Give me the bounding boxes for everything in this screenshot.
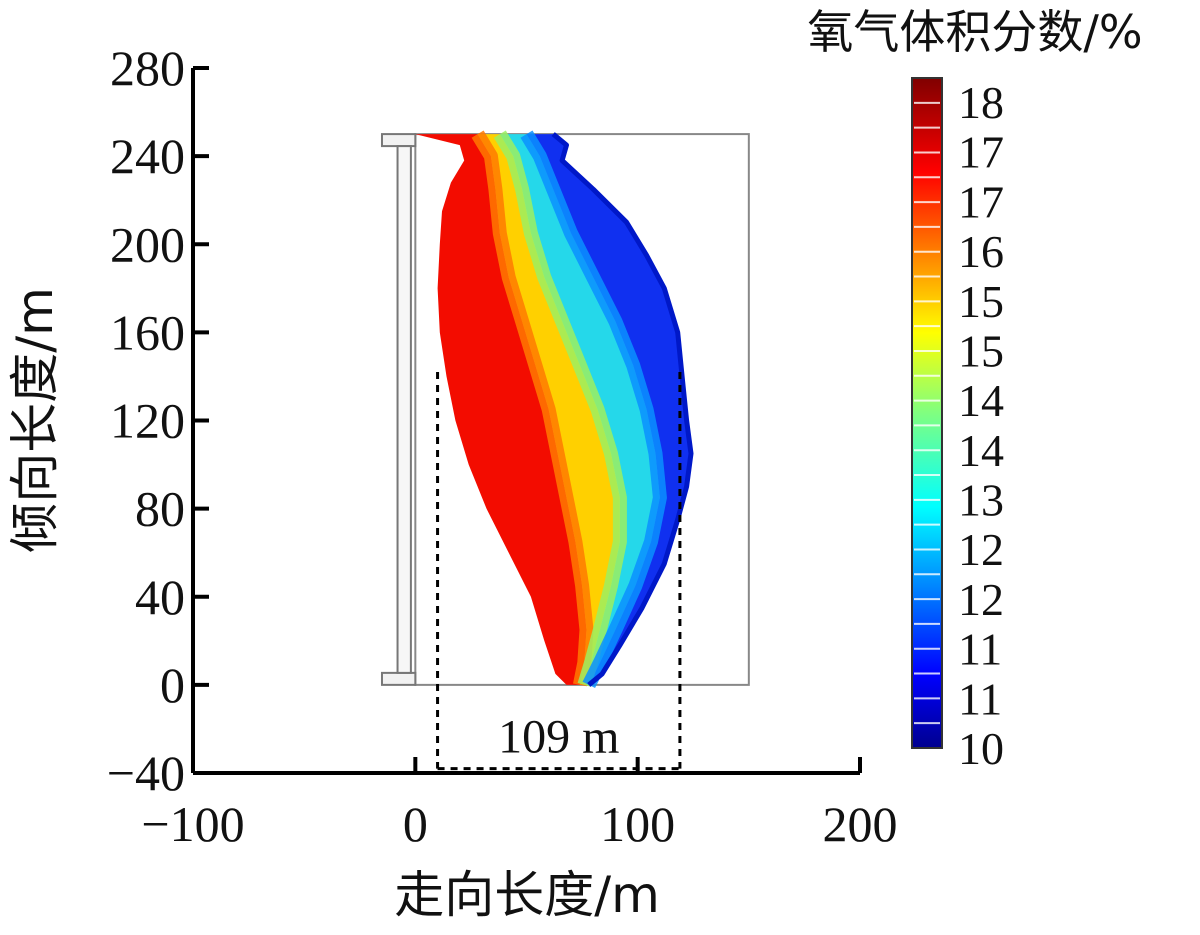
y-tick-label: 160 [110,304,185,360]
span-label: 109 m [498,711,619,764]
colorbar-tick-label: 12 [958,524,1004,575]
colorbar-title: 氧气体积分数/% [807,5,1142,59]
colorbar-gradient [911,77,943,749]
region-high-oxygen [415,134,587,685]
colorbar-tick-label: 11 [958,673,1002,724]
roadway-top [380,133,417,148]
colorbar-tick-label: 10 [958,723,1004,774]
colorbar-tick-label: 17 [958,176,1004,227]
y-tick-label: −40 [107,745,185,801]
colorbar-tick-label: 11 [958,624,1002,675]
region-transition-1 [493,130,627,687]
y-tick-label: 280 [110,40,185,96]
y-tick-label: 120 [110,393,185,449]
colorbar-tick-label: 14 [958,375,1004,426]
colorbar-tick-label: 15 [958,325,1004,376]
y-tick-label: 40 [135,569,185,625]
region-transition-2 [520,130,667,689]
x-tick-label: 0 [403,796,428,852]
x-tick-label: 100 [600,796,675,852]
colorbar-tick-label: 17 [958,127,1004,178]
y-tick-label: 0 [160,657,185,713]
plot-area: 109 m [380,130,750,771]
x-tick-label: 200 [823,796,898,852]
colorbar-tick-label: 16 [958,226,1004,277]
region-edge-right [551,132,694,687]
x-axis-title: 走向长度/m [394,866,660,924]
y-tick-label: 80 [135,481,185,537]
colorbar-tick-label: 14 [958,425,1004,476]
colorbar-tick-label: 15 [958,276,1004,327]
colorbar-tick-label: 13 [958,475,1004,526]
roadway-bottom [380,671,417,686]
y-axis-title: 倾向长度/m [6,287,64,553]
region-transition-0 [471,130,594,687]
y-tick-label: 200 [110,216,185,272]
y-tick-label: 240 [110,128,185,184]
colorbar-tick-label: 12 [958,574,1004,625]
x-tick-label: −100 [141,796,244,852]
roadway-side [396,145,412,674]
axes: −40 0 40 80 120 160 200 240 280 −100 0 100 200 [107,40,898,852]
colorbar-tick-label: 18 [958,77,1004,128]
